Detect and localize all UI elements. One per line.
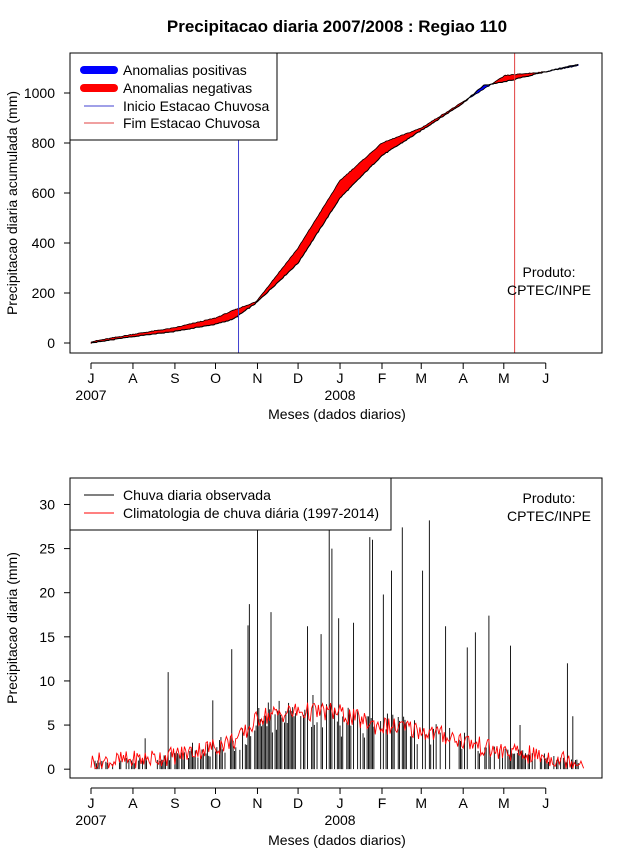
x-tick-label: A bbox=[128, 795, 138, 811]
year-label: 2007 bbox=[75, 387, 106, 403]
product-label-line1: Produto: bbox=[523, 490, 576, 506]
legend-label-climatology: Climatologia de chuva diária (1997-2014) bbox=[123, 505, 379, 521]
x-tick-label: M bbox=[415, 795, 427, 811]
y-axis-label: Precipitacao diaria (mm) bbox=[4, 552, 20, 704]
y-tick-label: 1000 bbox=[24, 85, 55, 101]
legend: Anomalias positivas Anomalias negativas … bbox=[70, 53, 277, 140]
x-tick-label: A bbox=[459, 795, 469, 811]
y-tick-label: 15 bbox=[39, 629, 55, 645]
x-tick-label: A bbox=[128, 370, 138, 386]
y-tick-label: 400 bbox=[32, 235, 56, 251]
product-label-line1: Produto: bbox=[523, 264, 576, 280]
x-tick-label: D bbox=[293, 370, 303, 386]
y-tick-label: 25 bbox=[39, 541, 55, 557]
x-tick-label: J bbox=[542, 370, 549, 386]
x-tick-label: D bbox=[293, 795, 303, 811]
y-axis: 0 200 400 600 800 1000 bbox=[24, 85, 70, 351]
legend: Chuva diaria observada Climatologia de c… bbox=[70, 478, 391, 530]
x-tick-label: F bbox=[378, 370, 387, 386]
legend-label-observed: Chuva diaria observada bbox=[123, 487, 271, 503]
y-tick-label: 5 bbox=[47, 717, 55, 733]
chart-title: Precipitacao diaria 2007/2008 : Regiao 1… bbox=[167, 17, 507, 36]
x-tick-label: J bbox=[337, 370, 344, 386]
legend-box bbox=[70, 478, 391, 530]
x-axis-label: Meses (dados diarios) bbox=[268, 832, 406, 848]
x-tick-label: F bbox=[378, 795, 387, 811]
y-axis: 0 5 10 15 20 25 30 bbox=[39, 496, 70, 777]
legend-label-positive: Anomalias positivas bbox=[123, 62, 247, 78]
x-tick-label: N bbox=[252, 795, 262, 811]
product-label-line2: CPTEC/INPE bbox=[507, 282, 591, 298]
x-tick-label: J bbox=[88, 795, 95, 811]
x-tick-label: S bbox=[170, 370, 179, 386]
legend-label-end: Fim Estacao Chuvosa bbox=[123, 115, 260, 131]
x-axis-label: Meses (dados diarios) bbox=[268, 406, 406, 422]
x-tick-label: J bbox=[542, 795, 549, 811]
x-tick-label: O bbox=[210, 795, 221, 811]
x-tick-label: J bbox=[88, 370, 95, 386]
x-tick-label: M bbox=[498, 795, 510, 811]
y-tick-label: 800 bbox=[32, 135, 56, 151]
y-tick-label: 0 bbox=[47, 761, 55, 777]
y-tick-label: 10 bbox=[39, 673, 55, 689]
y-tick-label: 30 bbox=[39, 496, 55, 512]
year-label: 2007 bbox=[75, 812, 106, 828]
y-tick-label: 0 bbox=[47, 335, 55, 351]
year-label: 2008 bbox=[324, 387, 355, 403]
x-tick-label: N bbox=[252, 370, 262, 386]
y-tick-label: 600 bbox=[32, 185, 56, 201]
x-tick-label: A bbox=[459, 370, 469, 386]
x-tick-label: M bbox=[498, 370, 510, 386]
x-tick-label: M bbox=[415, 370, 427, 386]
y-tick-label: 20 bbox=[39, 585, 55, 601]
legend-label-negative: Anomalias negativas bbox=[123, 80, 252, 96]
product-label-line2: CPTEC/INPE bbox=[507, 508, 591, 524]
year-label: 2008 bbox=[324, 812, 355, 828]
observed-daily-bars bbox=[95, 520, 578, 769]
y-tick-label: 200 bbox=[32, 285, 56, 301]
x-tick-label: J bbox=[337, 795, 344, 811]
legend-label-onset: Inicio Estacao Chuvosa bbox=[123, 98, 270, 114]
x-tick-label: O bbox=[210, 370, 221, 386]
y-axis-label: Precipitacao diaria acumulada (mm) bbox=[4, 91, 20, 315]
x-tick-label: S bbox=[170, 795, 179, 811]
